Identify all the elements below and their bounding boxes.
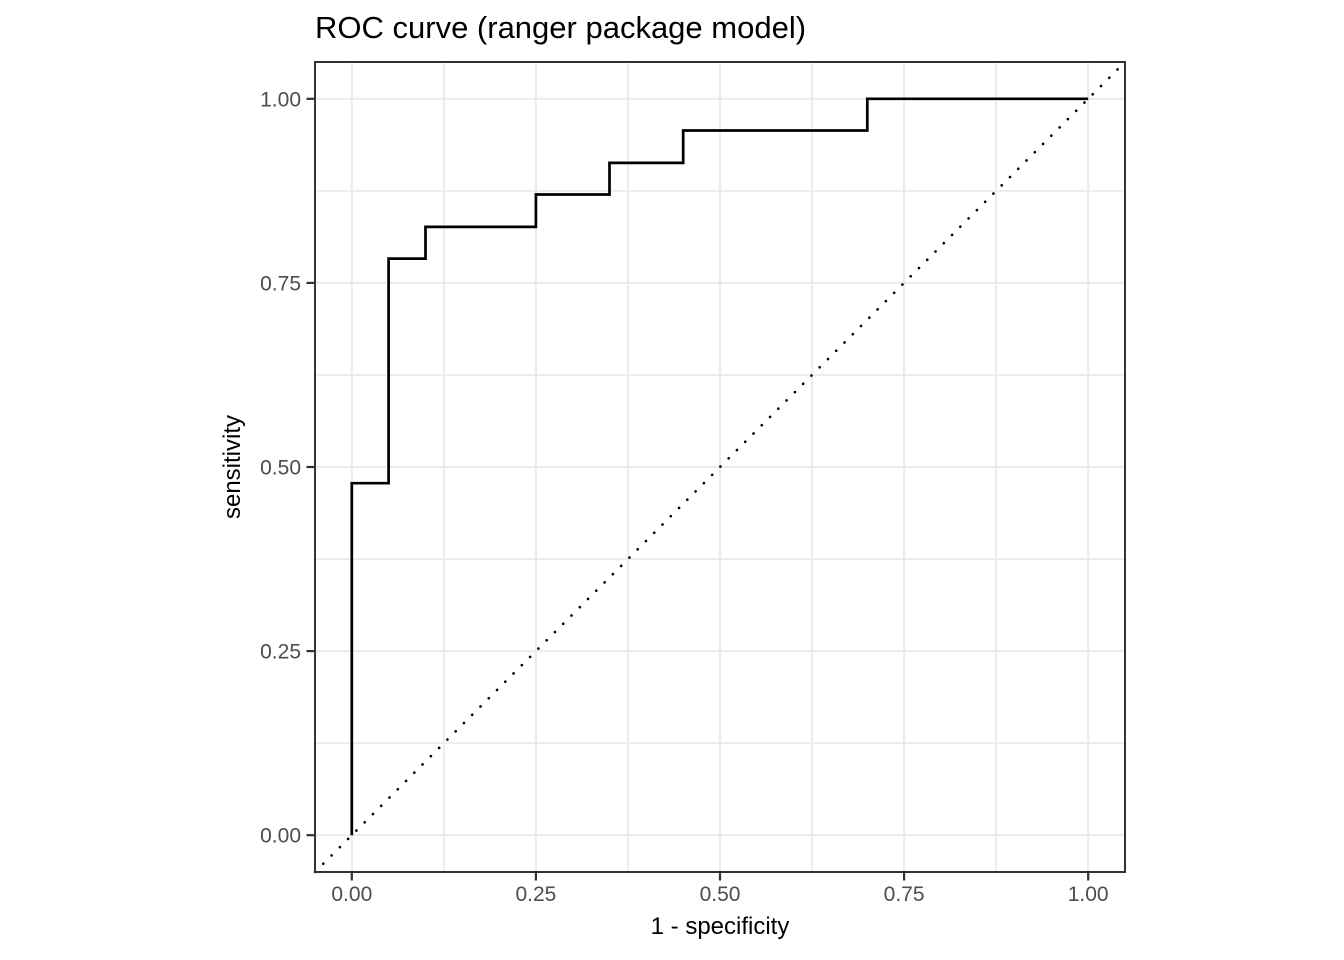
y-tick-label: 0.50 — [260, 457, 301, 480]
y-tick-label: 0.00 — [260, 825, 301, 848]
x-tick-label: 1.00 — [1068, 883, 1109, 906]
x-tick-label: 0.50 — [700, 883, 741, 906]
x-tick-label: 0.00 — [331, 883, 372, 906]
y-axis-title: sensitivity — [219, 414, 246, 520]
x-axis-title: 1 - specificity — [650, 913, 790, 940]
y-tick-label: 1.00 — [260, 88, 301, 111]
y-tick-label: 0.25 — [260, 641, 301, 664]
x-tick-label: 0.25 — [515, 883, 556, 906]
roc-curve-line — [350, 97, 1089, 836]
x-tick-label: 0.75 — [884, 883, 925, 906]
chart-title: ROC curve (ranger package model) — [315, 10, 807, 45]
chance-diagonal-line — [313, 60, 1127, 874]
y-tick-label: 0.75 — [260, 272, 301, 295]
